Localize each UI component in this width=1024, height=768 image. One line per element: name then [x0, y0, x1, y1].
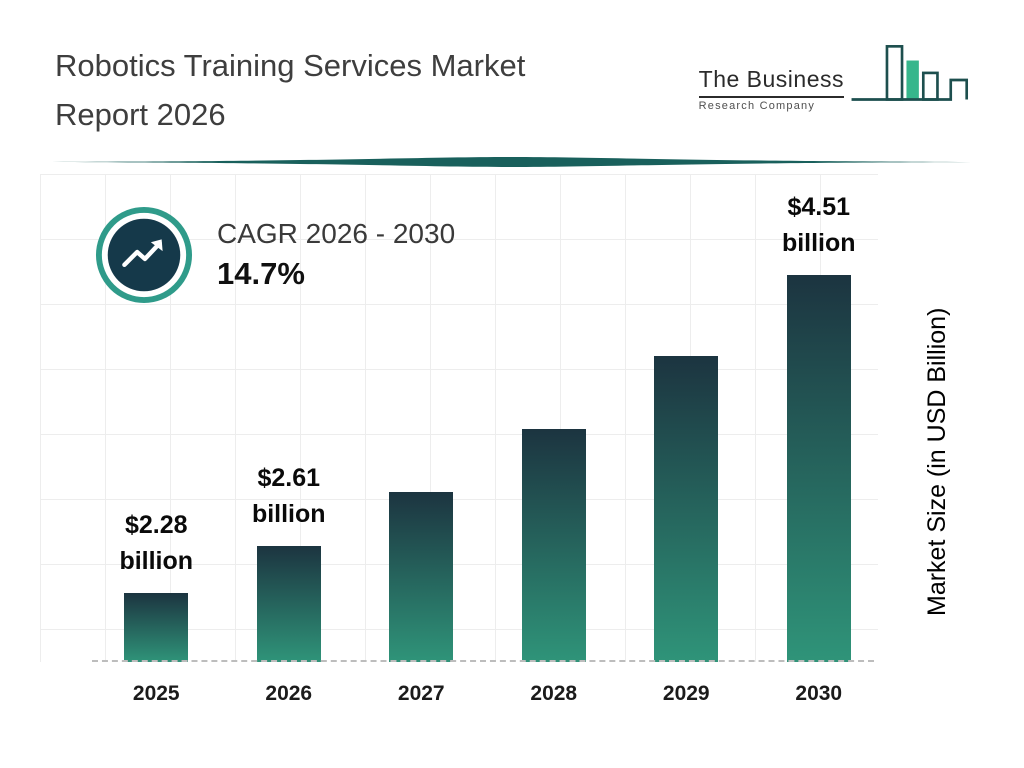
bar-value-label-2025: $2.28 billion [119, 510, 194, 575]
cagr-texts: CAGR 2026 - 2030 14.7% [217, 218, 455, 292]
bar-2025 [124, 593, 189, 662]
x-axis-label-2027: 2027 [397, 682, 445, 705]
bar-2027 [389, 492, 454, 662]
bar-2029 [654, 356, 719, 662]
x-axis-label-2026: 2026 [265, 682, 313, 705]
cagr-label: CAGR 2026 - 2030 [217, 218, 456, 249]
bar-column-2025: $2.28 billion [90, 262, 223, 662]
bar-column-2029 [620, 262, 753, 662]
x-axis-labels: 2025 2026 2027 2028 2029 2030 [90, 682, 885, 706]
bar-column-2026: $2.61 billion [223, 262, 356, 662]
y-axis-title: Market Size (in USD Billion) [923, 307, 951, 617]
header-divider [40, 157, 984, 167]
bar-2028 [521, 429, 586, 662]
x-axis-label-2028: 2028 [530, 682, 578, 705]
bar-2030 [786, 275, 851, 662]
bar-column-2027 [355, 262, 488, 662]
bar-chart: $2.28 billion $2.61 billion $4.51 billion [90, 193, 886, 662]
bar-2026 [256, 546, 321, 662]
x-axis-baseline [92, 660, 874, 662]
x-axis-label-2030: 2030 [795, 682, 843, 705]
company-logo: The Business Research Company [698, 40, 972, 120]
bar-chart-logo-icon [851, 45, 969, 101]
page-title-line1: Robotics Training Services Market [55, 48, 526, 83]
page-title-line2: Report 2026 [55, 96, 226, 132]
cagr-value: 14.7% [217, 256, 305, 291]
page-title: Robotics Training Services Market Report… [55, 42, 675, 140]
x-axis-label-2029: 2029 [662, 682, 710, 705]
company-logo-text: The Business Research Company [698, 66, 844, 112]
bar-column-2030: $4.51 billion [753, 193, 886, 662]
logo-name: The Business [698, 66, 844, 92]
bar-value-label-2030: $4.51 billion [781, 192, 856, 257]
cagr-block: CAGR 2026 - 2030 14.7% [95, 206, 455, 304]
bar-value-label-2026: $2.61 billion [251, 463, 326, 528]
logo-subname: Research Company [698, 100, 816, 112]
trend-up-icon [95, 206, 193, 304]
x-axis-label-2025: 2025 [132, 682, 180, 705]
bar-column-2028 [488, 262, 621, 662]
logo-divider-line [698, 96, 844, 98]
